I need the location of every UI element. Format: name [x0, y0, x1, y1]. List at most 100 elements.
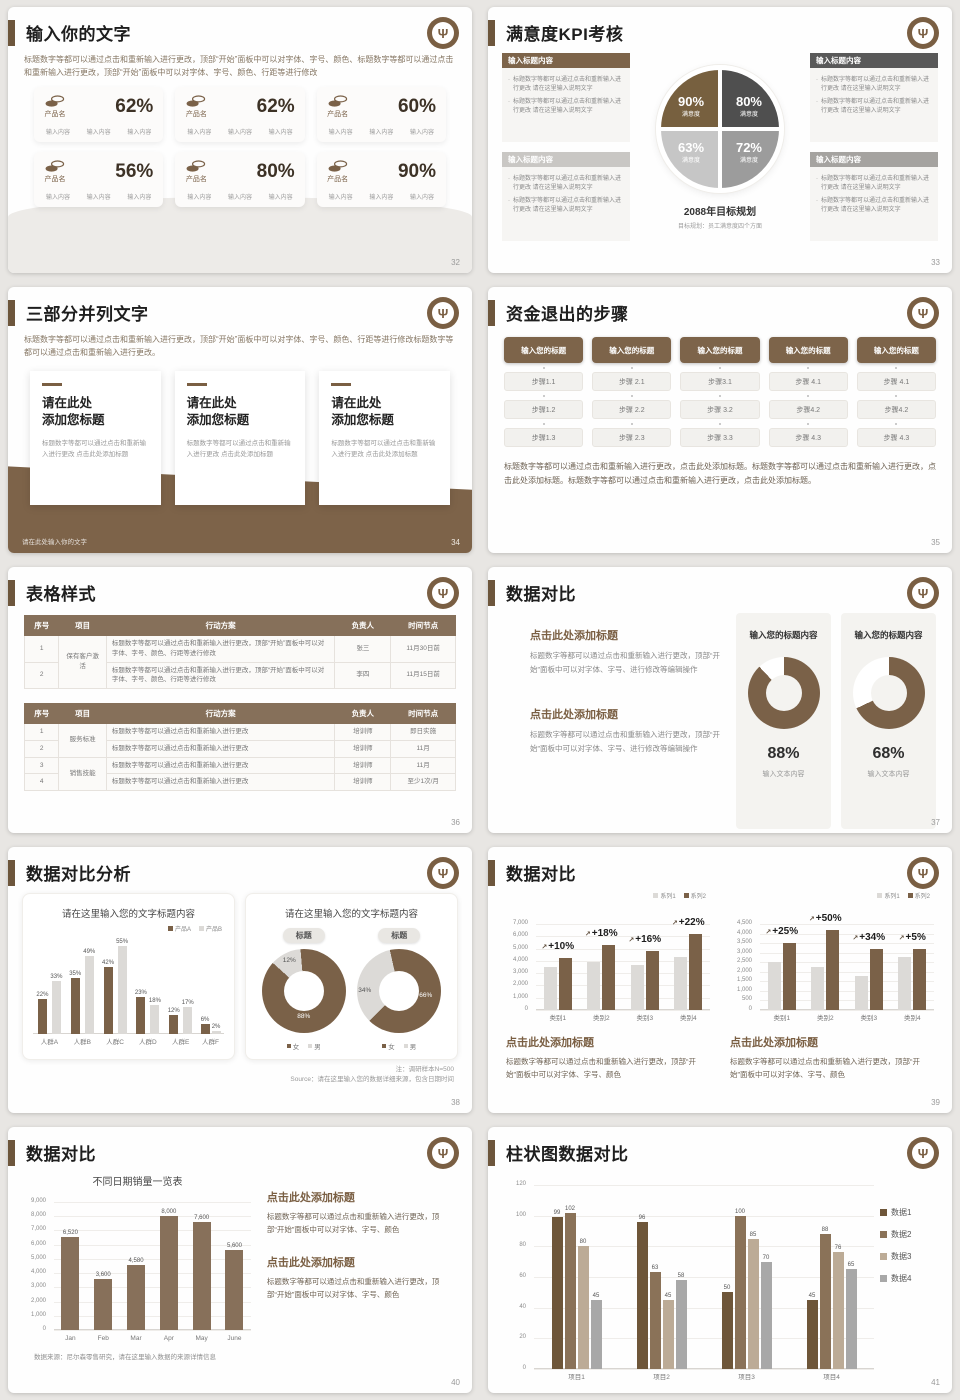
page-number: 35 — [931, 538, 940, 547]
bar-value-label: 85 — [749, 1231, 757, 1238]
dash-accent — [42, 383, 62, 387]
y-axis-tick: 0 — [42, 1326, 46, 1332]
chart-legend: 产品A 产品B — [167, 924, 222, 933]
growth-annotation: ↗+50% — [808, 912, 842, 924]
step-item: 步骤 2.2 — [592, 395, 672, 419]
bar-value-label: 22% — [36, 991, 49, 998]
brand-logo-glyph: Ψ — [912, 862, 934, 884]
y-axis-tick: 6,000 — [512, 932, 528, 939]
monthly-sales-bar-chart: 0 1,000 2,000 3,000 4,000 5,000 6,000 7,000 8,00… — [24, 1192, 251, 1342]
x-axis-label: Apr — [163, 1335, 174, 1342]
slide-footer-text: 请在此处输入你的文字 — [22, 539, 87, 546]
product-percent: 62% — [115, 96, 154, 118]
x-axis-line — [54, 1329, 251, 1330]
coffee-bean-icon — [186, 160, 206, 173]
bar — [169, 1014, 179, 1034]
bar — [760, 1261, 772, 1369]
slide-34: Ψ 三部分并列文字 标题数字等都可以通过点击和重新输入进行更改，顶部“开始”面板… — [8, 287, 472, 553]
bar — [94, 1278, 113, 1330]
legend-label: 系列2 — [690, 894, 706, 900]
bar — [832, 1252, 844, 1369]
y-axis-tick: 500 — [741, 996, 752, 1003]
bar-value-label: 33% — [50, 974, 63, 981]
donut-stat-card: 输入您的标题内容 68% 输入文本内容 — [841, 613, 936, 829]
step-columns: 输入您的标题 步骤1.1 步骤1.2 步骤1.3 输入您的标题 步骤 2.1 步骤 2.2… — [488, 325, 952, 447]
gridline — [760, 962, 934, 964]
stat-percent: 88% — [767, 745, 800, 762]
y-axis-tick: 7,000 — [512, 920, 528, 926]
kpi-text-box: 输入标题内容 · 标题数字等都可以通过点击和重新输入进行更改 请在这里输入说明文字 ·… — [502, 152, 630, 241]
brand-logo-icon: Ψ — [427, 1137, 459, 1169]
section-body: 标题数字等都可以通过点击和重新输入进行更改，顶部“开始”面板中可以对字体、字号、… — [530, 651, 720, 674]
x-axis-label: 类别3 — [636, 1015, 654, 1022]
brand-logo-icon: Ψ — [427, 297, 459, 329]
gridline — [760, 952, 934, 954]
bar — [117, 946, 127, 1034]
legend-label: 数据2 — [891, 1230, 912, 1239]
brand-logo-icon: Ψ — [907, 857, 939, 889]
legend-swatch — [907, 893, 913, 898]
x-axis-label: Feb — [97, 1335, 109, 1342]
product-percent: 80% — [256, 161, 295, 183]
coffee-bean-icon — [45, 95, 65, 108]
growth-annotation: ↗+25% — [765, 926, 799, 938]
column-header: 负责人 — [334, 615, 392, 636]
stat-percent: 68% — [872, 745, 905, 762]
legend-swatch — [286, 1044, 291, 1048]
legend-swatch — [880, 1275, 887, 1282]
y-axis-tick: 1,000 — [30, 1311, 46, 1318]
slide-35: Ψ 资金退出的步骤 输入您的标题 步骤1.1 步骤1.2 步骤1.3 输入您的标题 步骤… — [488, 287, 952, 553]
placeholder-item: 输入内容 — [46, 195, 71, 202]
chart-block: 不同日期销量一览表 0 1,000 2,000 3,000 4,000 5,000 6,00… — [24, 1167, 251, 1361]
gridline — [54, 1330, 251, 1331]
x-axis-label: 类别3 — [860, 1015, 878, 1022]
slide-33: Ψ 满意度KPI考核 输入标题内容 · 标题数字等都可以通过点击和重新输入进行更改 … — [488, 7, 952, 273]
bar — [558, 958, 572, 1010]
bar — [136, 997, 146, 1034]
chart-legend: 系列1 系列2 — [653, 891, 706, 900]
kpi-text-box: 输入标题内容 · 标题数字等都可以通过点击和重新输入进行更改 请在这里输入说明文字 ·… — [502, 53, 630, 142]
kpi-layout: 输入标题内容 · 标题数字等都可以通过点击和重新输入进行更改 请在这里输入说明文字 ·… — [488, 45, 952, 241]
section-heading: 点击此处添加标题 — [266, 1192, 355, 1204]
growth-annotation: ↗+18% — [584, 927, 618, 939]
gridline — [536, 924, 710, 925]
section-heading: 点击此处添加标题 — [530, 630, 618, 642]
y-axis-tick: 9,000 — [30, 1198, 46, 1204]
product-percent: 90% — [397, 161, 436, 183]
chart-block: 系列1 系列2 0 1,000 2,000 3,000 4,000 5,000 6,000 7… — [506, 889, 710, 1081]
bar — [577, 1246, 589, 1369]
legend-swatch — [198, 926, 204, 931]
x-axis-label: 类别4 — [679, 1015, 697, 1022]
placeholder-item: 输入内容 — [227, 195, 252, 202]
product-card: 产品名 56% 输入内容 输入内容 输入内容 — [34, 152, 164, 208]
bar-value-label: 76 — [834, 1245, 842, 1252]
title-accent-bar — [8, 300, 15, 326]
kpi-bullet: 标题数字等都可以通过点击和重新输入进行更改 请在这里输入说明文字 — [821, 197, 930, 213]
arrow-up-icon: ↗ — [628, 937, 635, 945]
decorative-wave — [8, 197, 472, 273]
slide-body-text: 标题数字等都可以通过点击和重新输入进行更改，顶部“开始”面板中可以对字体、字号、… — [24, 55, 454, 78]
bar-value-label: 4,580 — [128, 1257, 144, 1264]
bar — [61, 1237, 80, 1330]
bar — [675, 1280, 687, 1369]
slide-36: Ψ 表格样式 序号 项目 行动方案 负责人 时间节点 1 保有客户激活 标题数字等都可以通过… — [8, 567, 472, 833]
bar-value-label: 45 — [808, 1293, 816, 1299]
dash-accent — [186, 383, 207, 387]
y-axis-tick: 6,000 — [30, 1240, 46, 1247]
slide-37: Ψ 数据对比 点击此处添加标题 标题数字等都可以通过点击和重新输入进行更改，顶部“… — [488, 567, 952, 833]
bar — [192, 1221, 211, 1330]
title-accent-bar — [8, 1140, 15, 1166]
dash-accent — [331, 383, 352, 387]
legend-label: 女 — [388, 1044, 395, 1051]
gridline — [536, 948, 710, 950]
x-axis-label: 项目2 — [653, 1374, 670, 1381]
bar — [103, 966, 113, 1034]
pie-divider — [718, 67, 722, 190]
bar-value-label: 96 — [638, 1214, 646, 1221]
legend-swatch — [167, 926, 173, 931]
legend-label: 男 — [314, 1044, 321, 1051]
step-item: 步骤1.2 — [504, 395, 584, 419]
gridline — [536, 973, 710, 975]
step-item: 步骤 3.2 — [680, 395, 760, 419]
bar — [845, 1269, 857, 1369]
